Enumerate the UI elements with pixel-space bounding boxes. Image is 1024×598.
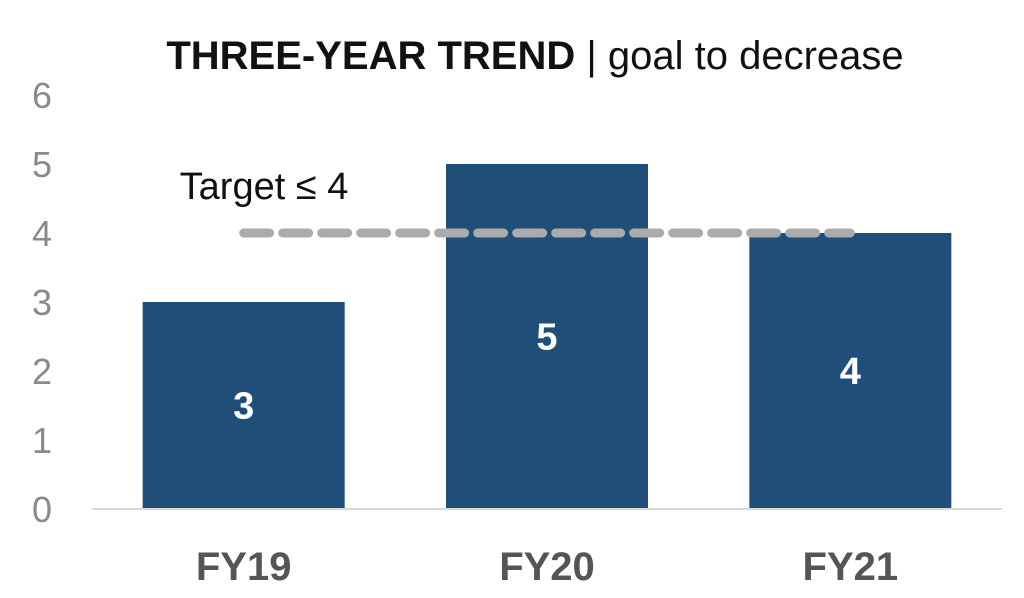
bar-value-label: 3 [233, 386, 254, 428]
y-tick-label: 0 [32, 489, 52, 530]
y-tick-label: 2 [32, 351, 52, 392]
y-tick-label: 3 [32, 282, 52, 323]
category-label: FY21 [803, 545, 899, 589]
y-tick-label: 4 [32, 213, 52, 254]
category-label: FY19 [196, 545, 292, 589]
bar-value-label: 5 [536, 317, 557, 359]
target-label: Target ≤ 4 [180, 166, 349, 208]
bar [749, 233, 952, 509]
y-tick-label: 5 [32, 144, 52, 185]
category-label: FY20 [499, 545, 595, 589]
y-tick-label: 1 [32, 420, 52, 461]
chart-title-sub: | goal to decrease [586, 34, 904, 78]
bar [446, 164, 648, 509]
chart-title: THREE-YEAR TREND | goal to decrease [0, 30, 1024, 82]
bar-value-label: 4 [840, 351, 861, 393]
y-tick-label: 6 [32, 75, 52, 116]
bar [142, 302, 345, 509]
chart-title-main: THREE-YEAR TREND [166, 34, 576, 78]
